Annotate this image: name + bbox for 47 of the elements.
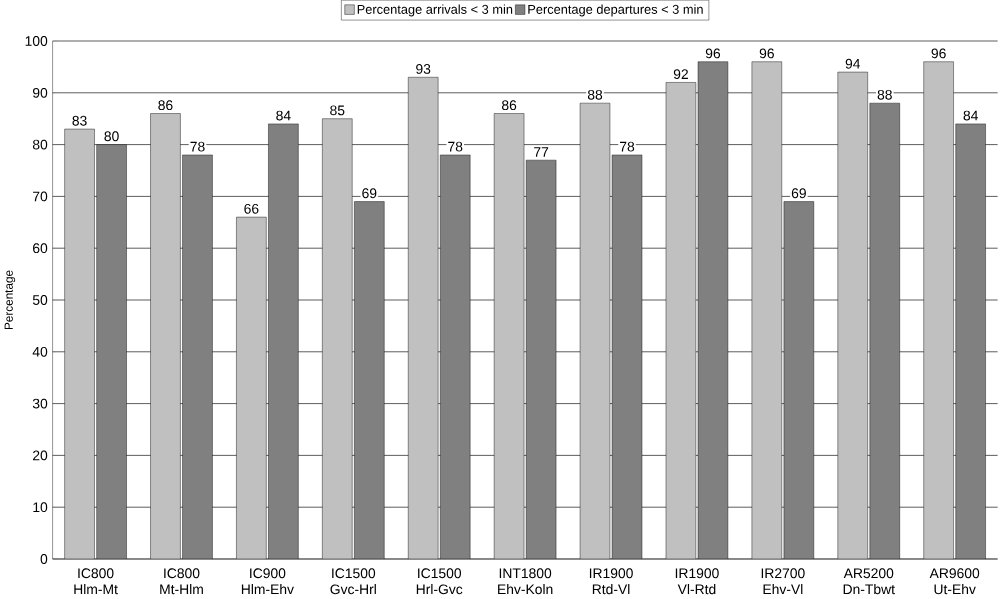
data-label: 93 [416, 64, 431, 74]
data-label: 66 [244, 203, 259, 214]
x-tick-label: IC800 Mt-Hlm [160, 568, 203, 595]
x-tick-label: IR1900 Vl-Rtd [675, 568, 719, 595]
data-label: 80 [104, 131, 119, 142]
data-label: 69 [362, 188, 377, 199]
data-label: 84 [963, 110, 978, 121]
x-tick-label: INT1800 Ehv-Koln [498, 568, 553, 595]
y-tick-label: 10 [33, 502, 48, 513]
y-tick-label: 70 [33, 191, 48, 202]
y-tick-label: 30 [32, 398, 48, 409]
x-tick-label: IR2700 Ehv-Vl [761, 568, 805, 595]
y-tick-label: 50 [32, 295, 48, 305]
y-tick-label: 60 [33, 243, 48, 254]
data-label: 78 [448, 141, 463, 152]
data-label: 84 [276, 110, 291, 121]
x-tick-label: IC1500 Hrl-Gvc [416, 568, 463, 595]
x-tick-label: IC900 Hlm-Ehv [241, 568, 294, 595]
data-label: 78 [620, 141, 635, 152]
x-tick-label: IC1500 Gvc-Hrl [330, 568, 376, 595]
data-label: 85 [330, 105, 345, 116]
x-tick-label: IC800 Hlm-Mt [74, 568, 118, 595]
y-tick-label: 0 [40, 554, 48, 564]
data-label: 86 [158, 100, 173, 111]
y-axis-title: Percentage [4, 270, 16, 330]
data-label: 78 [190, 141, 205, 152]
x-tick-label: AR9600 Ut-Ehv [929, 568, 980, 595]
legend-label: Percentage arrivals < 3 min [357, 4, 513, 17]
x-tick-label: AR5200 Dn-Tbwt [843, 568, 895, 595]
y-tick-label: 20 [33, 450, 48, 461]
data-label: 96 [759, 48, 774, 59]
data-label: 83 [72, 115, 87, 126]
data-label: 96 [931, 48, 946, 59]
data-label: 86 [501, 100, 517, 111]
data-label: 88 [877, 90, 892, 100]
y-tick-label: 90 [32, 87, 48, 98]
data-label: 88 [587, 90, 603, 100]
x-tick-label: IR1900 Rtd-Vl [589, 568, 633, 595]
data-label: 94 [845, 58, 861, 69]
y-tick-label: 100 [25, 36, 48, 46]
data-label: 96 [705, 48, 721, 59]
data-label: 77 [534, 147, 549, 157]
y-tick-label: 40 [32, 346, 48, 357]
legend-label: Percentage departures < 3 min [528, 4, 703, 17]
y-tick-label: 80 [32, 139, 48, 150]
data-label: 92 [673, 69, 688, 80]
data-label: 69 [791, 188, 806, 199]
